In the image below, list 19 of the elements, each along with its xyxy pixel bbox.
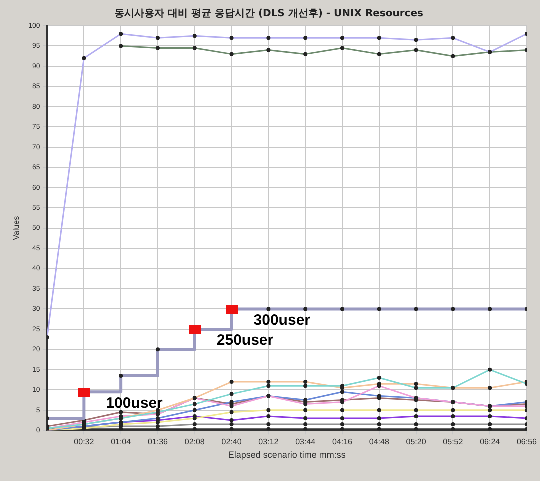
x-tick-label: 03:12 bbox=[258, 438, 280, 447]
x-tick-label: 06:24 bbox=[480, 438, 501, 447]
x-tick-label: 05:20 bbox=[406, 438, 427, 447]
annotation: 250user bbox=[216, 332, 274, 350]
x-tick-label: 01:36 bbox=[148, 438, 169, 447]
x-tick-label: 04:16 bbox=[332, 438, 354, 447]
y-axis-title: Values bbox=[12, 216, 22, 240]
x-tick-label: 02:08 bbox=[184, 438, 206, 447]
chart-title: 동시사용자 대비 평균 응답시간 (DLS 개선후) - UNIX Resources bbox=[114, 8, 424, 20]
x-tick-label: 03:44 bbox=[296, 438, 316, 447]
x-tick-label: 02:40 bbox=[222, 438, 242, 447]
x-tick-label: 01:04 bbox=[111, 438, 132, 447]
x-tick-label: 04:48 bbox=[369, 438, 390, 447]
x-axis-title: Elapsed scenario time mm:ss bbox=[228, 450, 346, 460]
annotation: 100user bbox=[106, 394, 164, 412]
x-tick-label: 00:32 bbox=[74, 438, 95, 447]
x-tick-label: 06:56 bbox=[516, 438, 538, 447]
annotation: 300user bbox=[254, 312, 311, 329]
x-tick-label: 05:52 bbox=[443, 438, 464, 447]
